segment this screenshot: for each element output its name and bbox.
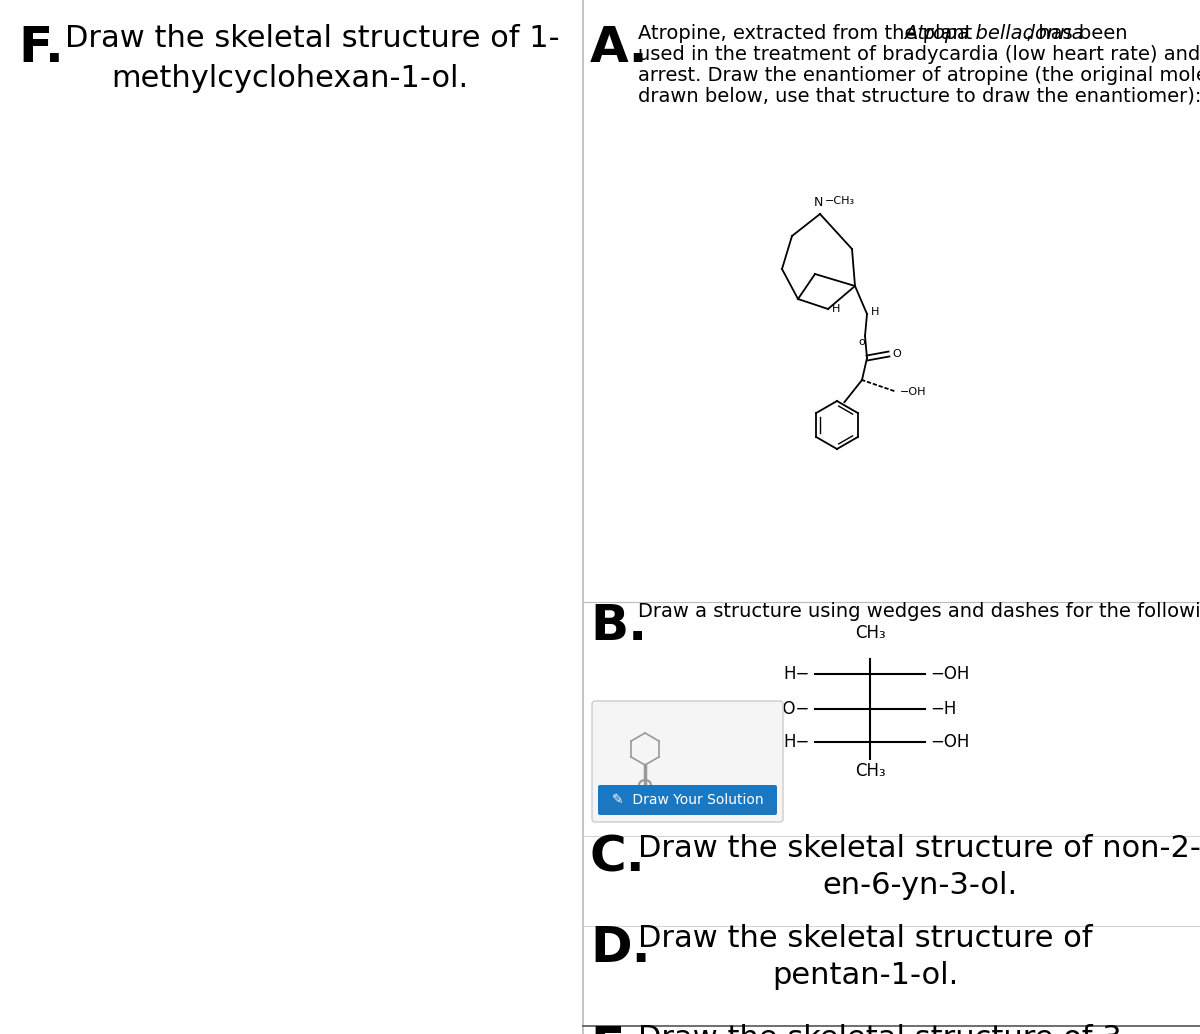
Text: , has been: , has been	[1026, 24, 1128, 43]
Text: −OH: −OH	[930, 733, 970, 751]
Text: Draw the skeletal structure of non-2-
en-6-yn-3-ol.: Draw the skeletal structure of non-2- en…	[638, 834, 1200, 900]
Text: B.: B.	[590, 602, 647, 650]
Text: ✎  Draw Your Solution: ✎ Draw Your Solution	[612, 793, 763, 807]
Text: D.: D.	[590, 924, 650, 972]
Text: Draw the skeletal structure of 1-: Draw the skeletal structure of 1-	[65, 24, 559, 53]
Text: used in the treatment of bradycardia (low heart rate) and cardiac: used in the treatment of bradycardia (lo…	[638, 45, 1200, 64]
Text: E.: E.	[590, 1024, 643, 1034]
FancyBboxPatch shape	[598, 785, 778, 815]
Text: F.: F.	[18, 24, 64, 72]
Text: o: o	[859, 337, 865, 347]
Text: H: H	[832, 304, 840, 314]
Text: N: N	[814, 196, 823, 209]
Text: CH₃: CH₃	[854, 624, 886, 642]
FancyBboxPatch shape	[592, 701, 784, 822]
Text: −CH₃: −CH₃	[826, 196, 856, 206]
Text: H−: H−	[784, 665, 810, 683]
Text: A.: A.	[590, 24, 649, 72]
Text: methylcyclohexan-1-ol.: methylcyclohexan-1-ol.	[112, 64, 468, 93]
Text: −OH: −OH	[930, 665, 970, 683]
Text: CH₃: CH₃	[854, 762, 886, 780]
Text: C.: C.	[590, 834, 646, 882]
Text: H: H	[871, 307, 880, 317]
Text: −OH: −OH	[900, 387, 926, 397]
Text: drawn below, use that structure to draw the enantiomer):: drawn below, use that structure to draw …	[638, 87, 1200, 107]
Text: Draw the skeletal structure of
pentan-1-ol.: Draw the skeletal structure of pentan-1-…	[638, 924, 1092, 990]
Text: arrest. Draw the enantiomer of atropine (the original molecule is: arrest. Draw the enantiomer of atropine …	[638, 66, 1200, 85]
Text: HO−: HO−	[770, 700, 810, 718]
Text: O: O	[892, 349, 901, 359]
Text: H−: H−	[784, 733, 810, 751]
Text: Draw the skeletal structure of 3-
ethyl-4-iodophenol.: Draw the skeletal structure of 3- ethyl-…	[638, 1024, 1133, 1034]
Text: Atropine, extracted from the plant: Atropine, extracted from the plant	[638, 24, 978, 43]
Text: Draw a structure using wedges and dashes for the following compound:: Draw a structure using wedges and dashes…	[638, 602, 1200, 621]
Text: −H: −H	[930, 700, 956, 718]
Text: Atropa belladonna: Atropa belladonna	[904, 24, 1084, 43]
